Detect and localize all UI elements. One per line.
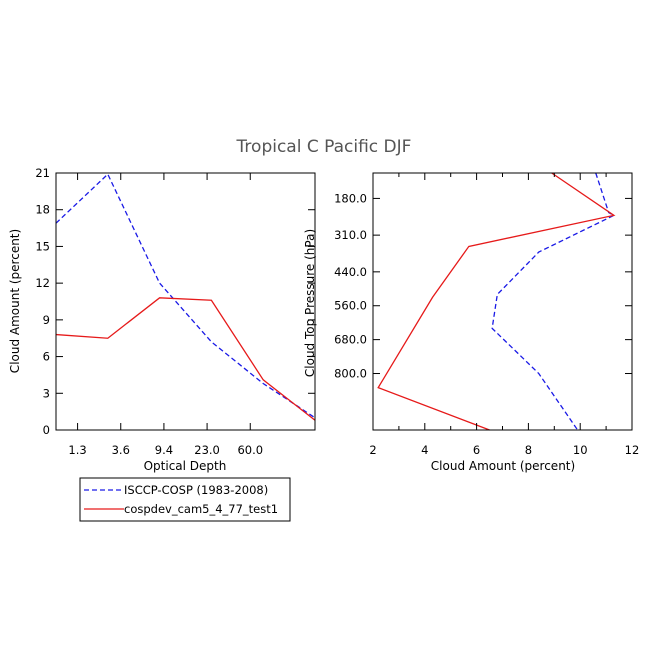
right-y-tick-label: 310.0	[334, 228, 367, 242]
left-x-tick-label: 1.3	[68, 443, 86, 457]
right-axes-group: 180.0 310.0 440.0 560.0 680.0 800.0 2 4 6 8 10 12	[334, 173, 639, 457]
chart-title: Tropical C Pacific DJF	[236, 137, 412, 157]
left-plot-frame	[55, 172, 316, 431]
right-x-tick-label: 4	[421, 443, 428, 457]
left-series-group	[55, 173, 316, 421]
pressure-panel: 180.0 310.0 440.0 560.0 680.0 800.0 2 4 6 8 10 12 C…	[303, 172, 639, 473]
left-y-tick-label: 6	[43, 350, 50, 364]
right-series-line-model	[377, 172, 616, 431]
right-y-tick-label: 180.0	[334, 191, 367, 205]
left-series-line-model	[55, 297, 316, 421]
right-y-tick-label: 440.0	[334, 265, 367, 279]
left-y-tick-label: 9	[43, 313, 50, 327]
legend-label-model: cospdev_cam5_4_77_test1	[124, 502, 278, 516]
right-y-tick-label: 680.0	[334, 333, 367, 347]
left-x-tick-label: 60.0	[237, 443, 263, 457]
right-y-axis-label: Cloud Top Pressure (hPa)	[303, 229, 317, 377]
left-axes-group: 0 3 6 9 12 15 18 21 1.3 3.6 9.4 23.0 60.0	[35, 166, 315, 457]
left-series-line-obs	[55, 173, 316, 419]
legend-label-obs: ISCCP-COSP (1983-2008)	[124, 483, 268, 497]
left-y-tick-label: 18	[35, 203, 50, 217]
left-x-axis-label: Optical Depth	[144, 459, 227, 473]
legend-box	[79, 477, 291, 522]
optical-depth-panel: 0 3 6 9 12 15 18 21 1.3 3.6 9.4 23.0 60.0 Optical De…	[8, 166, 316, 473]
legend: ISCCP-COSP (1983-2008) cospdev_cam5_4_77…	[79, 477, 291, 522]
left-x-tick-label: 9.4	[155, 443, 173, 457]
right-x-tick-label: 10	[573, 443, 588, 457]
left-y-tick-label: 0	[43, 423, 50, 437]
left-y-tick-label: 3	[43, 386, 50, 400]
right-plot-frame	[372, 172, 633, 431]
right-x-tick-label: 8	[525, 443, 532, 457]
left-x-tick-label: 3.6	[112, 443, 130, 457]
right-x-tick-label: 6	[473, 443, 480, 457]
right-series-line-obs	[491, 172, 616, 431]
right-series-group	[377, 172, 616, 431]
right-y-tick-label: 560.0	[334, 299, 367, 313]
left-x-tick-label: 23.0	[194, 443, 220, 457]
right-x-tick-label: 12	[625, 443, 640, 457]
left-y-tick-label: 12	[35, 276, 50, 290]
right-x-tick-label: 2	[369, 443, 376, 457]
right-x-axis-label: Cloud Amount (percent)	[431, 459, 575, 473]
left-y-tick-label: 15	[35, 239, 50, 253]
right-y-tick-label: 800.0	[334, 367, 367, 381]
left-y-axis-label: Cloud Amount (percent)	[8, 229, 22, 373]
left-y-tick-label: 21	[35, 166, 50, 180]
